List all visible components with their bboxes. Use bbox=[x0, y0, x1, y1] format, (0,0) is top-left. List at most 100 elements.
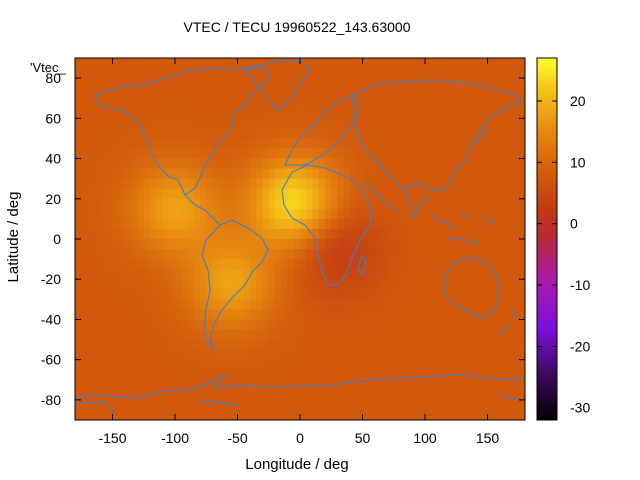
heatmap-cell bbox=[150, 329, 157, 340]
heatmap-cell bbox=[256, 58, 263, 69]
heatmap-cell bbox=[100, 138, 107, 149]
heatmap-cell bbox=[331, 409, 338, 421]
heatmap-cell bbox=[275, 389, 282, 401]
heatmap-cell bbox=[368, 88, 376, 99]
heatmap-cell bbox=[518, 249, 526, 260]
heatmap-cell bbox=[225, 158, 232, 170]
heatmap-cell bbox=[412, 299, 420, 310]
heatmap-cell bbox=[250, 329, 257, 340]
heatmap-cell bbox=[468, 339, 476, 351]
heatmap-cell bbox=[431, 168, 438, 180]
heatmap-cell bbox=[468, 269, 476, 280]
heatmap-cell bbox=[193, 359, 201, 371]
heatmap-cell bbox=[350, 359, 357, 371]
heatmap-cell bbox=[268, 379, 276, 391]
heatmap-cell bbox=[356, 409, 363, 421]
colorbar-tick-label: -30 bbox=[570, 400, 590, 416]
heatmap-cell bbox=[143, 228, 151, 240]
heatmap-cell bbox=[81, 228, 88, 240]
heatmap-cell bbox=[218, 128, 226, 139]
heatmap-cell bbox=[193, 279, 201, 290]
heatmap-cell bbox=[250, 409, 257, 421]
heatmap-cell bbox=[337, 228, 345, 240]
heatmap-cell bbox=[156, 399, 163, 411]
heatmap-cell bbox=[368, 329, 376, 340]
heatmap-cell bbox=[112, 349, 120, 361]
heatmap-cell bbox=[456, 138, 463, 149]
heatmap-cell bbox=[312, 269, 320, 280]
heatmap-cell bbox=[275, 279, 282, 290]
heatmap-cell bbox=[400, 399, 407, 411]
heatmap-cell bbox=[500, 188, 507, 200]
heatmap-cell bbox=[168, 178, 176, 190]
heatmap-cell bbox=[393, 58, 401, 69]
heatmap-cell bbox=[368, 259, 376, 270]
heatmap-cell bbox=[237, 409, 245, 421]
heatmap-cell bbox=[156, 299, 163, 310]
heatmap-cell bbox=[181, 68, 188, 79]
heatmap-cell bbox=[350, 168, 357, 180]
heatmap-cell bbox=[137, 68, 145, 79]
heatmap-cell bbox=[337, 98, 345, 109]
heatmap-cell bbox=[368, 289, 376, 300]
colorbar-tick-label: -20 bbox=[570, 338, 590, 354]
heatmap-cell bbox=[443, 58, 451, 69]
heatmap-cell bbox=[518, 329, 526, 340]
heatmap-cell bbox=[318, 148, 326, 159]
heatmap-cell bbox=[418, 239, 426, 250]
heatmap-cell bbox=[250, 299, 257, 310]
heatmap-cell bbox=[81, 138, 88, 149]
heatmap-cell bbox=[350, 88, 357, 99]
heatmap bbox=[75, 58, 526, 421]
heatmap-cell bbox=[281, 269, 288, 280]
heatmap-cell bbox=[187, 409, 195, 421]
heatmap-cell bbox=[131, 178, 138, 190]
heatmap-cell bbox=[87, 198, 95, 210]
heatmap-cell bbox=[456, 168, 463, 180]
heatmap-cell bbox=[506, 78, 513, 89]
heatmap-cell bbox=[275, 228, 282, 240]
heatmap-cell bbox=[318, 309, 326, 320]
heatmap-cell bbox=[137, 78, 145, 89]
heatmap-cell bbox=[312, 58, 320, 69]
heatmap-cell bbox=[275, 309, 282, 320]
heatmap-cell bbox=[212, 319, 220, 330]
heatmap-cell bbox=[406, 409, 413, 421]
heatmap-cell bbox=[87, 168, 95, 180]
heatmap-cell bbox=[406, 319, 413, 330]
heatmap-cell bbox=[512, 359, 520, 371]
heatmap-cell bbox=[381, 198, 388, 210]
heatmap-cell bbox=[318, 269, 326, 280]
heatmap-cell bbox=[300, 178, 307, 190]
heatmap-cell bbox=[175, 118, 182, 129]
heatmap-cell bbox=[212, 158, 220, 170]
heatmap-cell bbox=[81, 208, 88, 220]
heatmap-cell bbox=[81, 239, 88, 250]
heatmap-cell bbox=[412, 279, 420, 290]
heatmap-cell bbox=[237, 108, 245, 119]
heatmap-cell bbox=[112, 188, 120, 200]
heatmap-cell bbox=[287, 239, 295, 250]
heatmap-cell bbox=[81, 339, 88, 351]
heatmap-cell bbox=[131, 249, 138, 260]
heatmap-cell bbox=[306, 228, 313, 240]
heatmap-cell bbox=[293, 249, 301, 260]
heatmap-cell bbox=[81, 349, 88, 361]
heatmap-cell bbox=[212, 228, 220, 240]
heatmap-cell bbox=[518, 409, 526, 421]
heatmap-cell bbox=[356, 299, 363, 310]
heatmap-cell bbox=[143, 269, 151, 280]
heatmap-cell bbox=[218, 208, 226, 220]
heatmap-cell bbox=[368, 178, 376, 190]
heatmap-cell bbox=[256, 339, 263, 351]
heatmap-cell bbox=[406, 399, 413, 411]
heatmap-cell bbox=[381, 259, 388, 270]
heatmap-cell bbox=[268, 108, 276, 119]
heatmap-cell bbox=[87, 339, 95, 351]
heatmap-cell bbox=[250, 289, 257, 300]
heatmap-cell bbox=[487, 188, 495, 200]
heatmap-cell bbox=[200, 158, 207, 170]
heatmap-cell bbox=[187, 299, 195, 310]
heatmap-cell bbox=[262, 389, 270, 401]
